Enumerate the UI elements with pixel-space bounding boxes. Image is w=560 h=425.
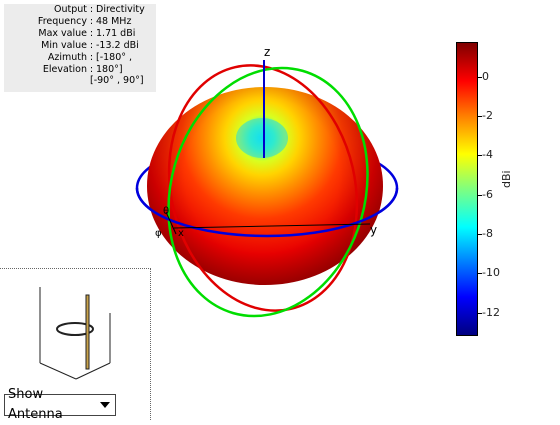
info-extra-line: [-90° , 90°] xyxy=(90,75,144,87)
azimuth-circle-front xyxy=(135,187,399,238)
elevation-circle-yz xyxy=(167,66,369,318)
colorbar-tick xyxy=(478,155,482,156)
antenna-preview-panel xyxy=(0,268,151,420)
pattern-shading xyxy=(147,87,383,285)
x-axis-line xyxy=(165,211,177,235)
colorbar-unit-label: dBi xyxy=(500,170,513,188)
info-row-elevation: Elevation:180°] xyxy=(4,64,156,76)
info-row-azimuth: Azimuth: [-180° , xyxy=(4,52,156,64)
info-row-max: Max value:1.71 dBi xyxy=(4,28,156,40)
info-separator: : xyxy=(89,63,94,75)
info-value: -13.2 dBi xyxy=(96,39,139,51)
info-key: Elevation xyxy=(42,63,87,75)
y-axis-label: y xyxy=(370,223,377,237)
colorbar-tick xyxy=(478,273,482,274)
colorbar-tick-label: -10 xyxy=(482,266,500,279)
y-axis-line xyxy=(173,223,371,229)
show-antenna-dropdown-label: Show Antenna xyxy=(8,387,63,422)
info-row-output: Output: Directivity xyxy=(4,4,156,16)
info-value: 180°] xyxy=(96,63,123,75)
colorbar-tick xyxy=(478,116,482,117)
chevron-down-icon xyxy=(100,402,110,408)
colorbar-tick xyxy=(478,77,482,78)
info-separator: : xyxy=(89,51,94,63)
info-key: Min value xyxy=(41,39,87,51)
info-separator: : xyxy=(89,15,94,27)
info-separator: : xyxy=(89,39,94,51)
info-key: Azimuth xyxy=(47,51,87,63)
info-row-min: Min value: -13.2 dBi xyxy=(4,40,156,52)
colorbar-tick xyxy=(478,313,482,314)
pattern-null-dimple xyxy=(236,118,288,158)
colorbar-tick xyxy=(478,234,482,235)
colorbar-tick xyxy=(478,195,482,196)
x-axis-label: x xyxy=(178,228,184,239)
colorbar-tick-label: -2 xyxy=(482,109,493,122)
z-axis-label: z xyxy=(264,45,270,59)
info-value: 48 MHz xyxy=(96,15,132,27)
colorbar xyxy=(456,42,482,336)
theta-label: θ xyxy=(163,206,169,217)
info-row-frequency: Frequency:48 MHz xyxy=(4,16,156,28)
colorbar-gradient xyxy=(456,42,478,336)
antenna-preview-icon xyxy=(39,287,111,380)
colorbar-tick-label: 0 xyxy=(482,70,489,83)
show-antenna-dropdown[interactable]: Show Antenna xyxy=(4,387,116,422)
info-separator: : xyxy=(89,4,94,15)
colorbar-tick-label: -12 xyxy=(482,306,500,319)
phi-label: φ xyxy=(155,228,162,239)
colorbar-tick-label: -6 xyxy=(482,188,493,201)
info-value: Directivity xyxy=(96,4,145,15)
info-key: Output xyxy=(54,4,87,15)
info-separator: : xyxy=(89,27,94,39)
info-value: 1.71 dBi xyxy=(96,27,136,39)
info-panel: Output: Directivity Frequency:48 MHz Max … xyxy=(4,4,156,92)
info-key: Frequency xyxy=(37,15,87,27)
info-value: [-180° , xyxy=(96,51,133,63)
colorbar-tick-label: -4 xyxy=(482,148,493,161)
info-key: Max value xyxy=(38,27,87,39)
colorbar-tick-label: -8 xyxy=(482,227,493,240)
